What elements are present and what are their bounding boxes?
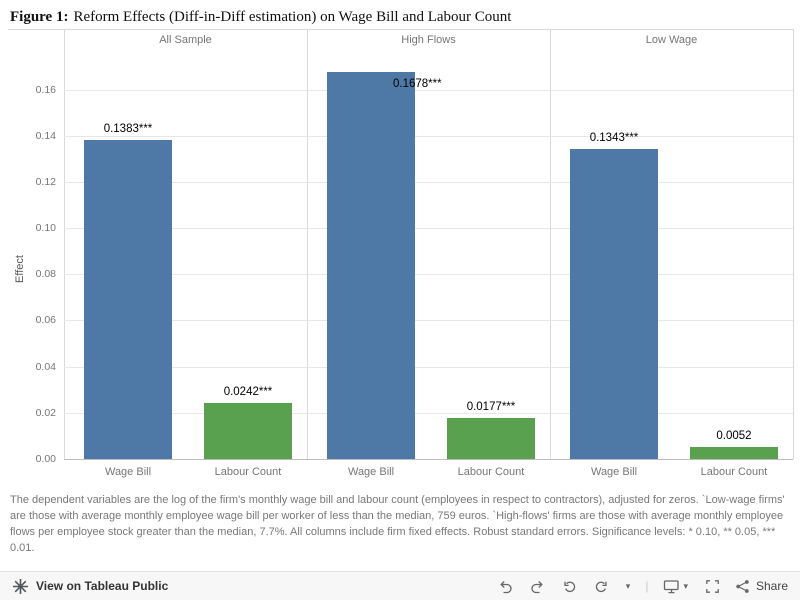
view-on-tableau-label: View on Tableau Public xyxy=(36,579,169,593)
refresh-button[interactable] xyxy=(592,577,611,596)
figure-caption: The dependent variables are the log of t… xyxy=(10,494,785,554)
y-tick-label: 0.14 xyxy=(35,130,56,142)
gridline xyxy=(64,413,793,414)
bar-value-label: 0.0177*** xyxy=(466,401,516,413)
y-tick-label: 0.02 xyxy=(35,407,56,419)
redo-button[interactable] xyxy=(528,577,547,596)
y-tick-label: 0.16 xyxy=(35,84,56,96)
bar-value-label: 0.1343*** xyxy=(589,132,639,144)
panel-separator xyxy=(307,29,308,459)
category-label: Wage Bill xyxy=(347,466,395,478)
category-label: Labour Count xyxy=(700,466,768,478)
tableau-logo-icon xyxy=(12,578,29,595)
view-on-tableau-link[interactable]: View on Tableau Public xyxy=(12,578,168,595)
y-tick-label: 0.08 xyxy=(35,268,56,280)
bar-high-flows-labour-count[interactable] xyxy=(447,418,535,459)
gridline xyxy=(64,459,793,460)
y-tick-label: 0.00 xyxy=(35,453,56,465)
bar-low-wage-labour-count[interactable] xyxy=(690,446,778,459)
redo-icon xyxy=(530,579,545,594)
panel-header: All Sample xyxy=(159,34,212,46)
gridline xyxy=(64,228,793,229)
chart-border-right xyxy=(793,29,794,459)
undo-icon xyxy=(498,579,513,594)
figure-title: Figure 1: Reform Effects (Diff-in-Diff es… xyxy=(0,0,800,29)
refresh-icon xyxy=(594,579,609,594)
fullscreen-button[interactable] xyxy=(703,577,722,596)
share-label: Share xyxy=(755,579,788,593)
gridline xyxy=(64,274,793,275)
y-tick-label: 0.10 xyxy=(35,222,56,234)
share-icon xyxy=(735,579,750,594)
gridline xyxy=(64,182,793,183)
caret-down-icon: ▾ xyxy=(683,580,688,591)
panel-header: Low Wage xyxy=(645,34,698,46)
bar-high-flows-wage-bill[interactable] xyxy=(327,71,415,459)
caret-down-icon: ▾ xyxy=(625,580,631,591)
gridline xyxy=(64,136,793,137)
undo-button[interactable] xyxy=(496,577,515,596)
figure-label: Figure 1: xyxy=(10,9,69,25)
display-download-icon xyxy=(663,579,680,594)
panel-header: High Flows xyxy=(401,34,456,46)
y-tick-label: 0.04 xyxy=(35,361,56,373)
category-label: Labour Count xyxy=(457,466,525,478)
history-dropdown-button[interactable]: ▾ xyxy=(624,580,633,593)
bar-low-wage-wage-bill[interactable] xyxy=(570,148,658,459)
y-tick-label: 0.06 xyxy=(35,314,56,326)
category-label: Labour Count xyxy=(214,466,282,478)
bar-value-label: 0.0242*** xyxy=(223,386,273,398)
gridline xyxy=(64,320,793,321)
replay-icon xyxy=(562,579,577,594)
bar-value-label: 0.0052 xyxy=(716,430,752,442)
y-axis-line xyxy=(64,29,65,459)
share-button[interactable]: Share xyxy=(735,579,788,594)
category-label: Wage Bill xyxy=(104,466,152,478)
y-tick-label: 0.12 xyxy=(35,176,56,188)
bar-all-sample-wage-bill[interactable] xyxy=(84,139,172,459)
gridline xyxy=(64,367,793,368)
toolbar-actions: ▾ | ▾ Share xyxy=(496,577,788,596)
bar-value-label: 0.1678*** xyxy=(393,78,442,90)
toolbar-divider: | xyxy=(645,579,649,593)
replay-button[interactable] xyxy=(560,577,579,596)
bar-value-label: 0.1383*** xyxy=(103,123,153,135)
category-label: Wage Bill xyxy=(590,466,638,478)
chart-border-top xyxy=(8,29,793,30)
download-button[interactable]: ▾ xyxy=(661,577,690,596)
bar-chart: Effect 0.16 0.14 0.12 0.10 0.08 0.06 0.04 0.02 0… xyxy=(0,29,800,487)
bar-all-sample-labour-count[interactable] xyxy=(204,403,292,459)
fullscreen-icon xyxy=(705,579,720,594)
panel-separator xyxy=(550,29,551,459)
gridline xyxy=(64,90,793,91)
figure-title-text: Reform Effects (Diff-in-Diff estimation)… xyxy=(73,9,512,25)
tableau-toolbar: View on Tableau Public ▾ | ▾ xyxy=(0,571,800,600)
